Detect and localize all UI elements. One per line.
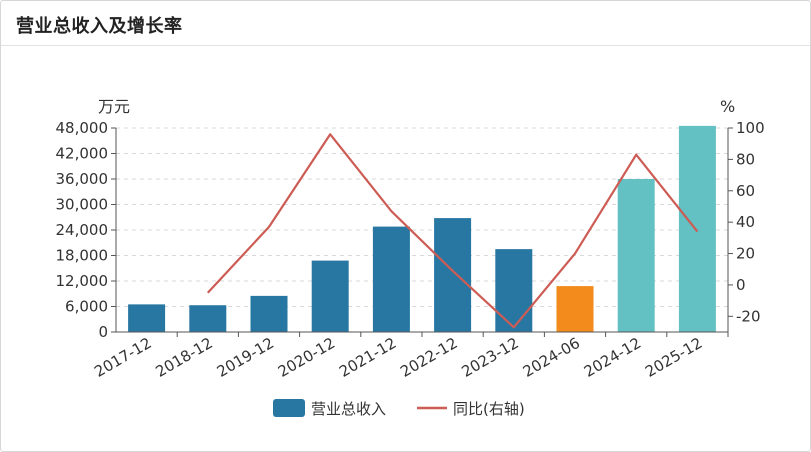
y-left-tick-label: 0 — [98, 323, 108, 341]
y-right-tick-label: 60 — [736, 182, 755, 200]
bar-2020-12 — [311, 260, 349, 332]
panel-title: 营业总收入及增长率 — [16, 16, 183, 37]
x-tick-label: 2018-12 — [153, 334, 216, 381]
y-right-tick-label: 20 — [736, 245, 755, 263]
y-left-tick-label: 24,000 — [56, 221, 109, 239]
x-tick-label: 2019-12 — [214, 334, 277, 381]
y-right-tick-label: -20 — [736, 307, 761, 325]
bar-2025-12 — [678, 125, 716, 332]
y-left-tick-label: 18,000 — [56, 247, 109, 265]
y-left-tick-label: 12,000 — [56, 272, 109, 290]
x-tick-label: 2022-12 — [397, 334, 460, 381]
x-tick-label: 2023-12 — [459, 334, 522, 381]
y-left-tick-label: 48,000 — [56, 119, 109, 137]
y-right-tick-label: 80 — [736, 150, 755, 168]
legend-swatch-revenue — [273, 399, 305, 417]
y-left-tick-label: 6,000 — [65, 298, 108, 316]
y-right-tick-label: 0 — [736, 276, 746, 294]
bar-2024-06 — [556, 286, 594, 332]
bar-2017-12 — [128, 304, 166, 332]
x-tick-label: 2024-12 — [581, 334, 644, 381]
y-left-tick-label: 42,000 — [56, 145, 109, 163]
bar-2023-12 — [495, 249, 533, 332]
bar-2022-12 — [434, 218, 472, 332]
bar-2021-12 — [372, 226, 410, 332]
legend-label-growth: 同比(右轴) — [453, 400, 525, 418]
bar-2024-12 — [617, 179, 655, 332]
bar-2019-12 — [250, 295, 288, 332]
x-tick-label: 2024-06 — [520, 334, 583, 381]
x-tick-label: 2025-12 — [642, 334, 705, 381]
growth-line — [206, 133, 699, 329]
y-right-unit: % — [720, 97, 735, 116]
y-right-tick-label: 100 — [736, 119, 765, 137]
x-tick-label: 2020-12 — [275, 334, 338, 381]
x-tick-label: 2021-12 — [336, 334, 399, 381]
y-left-tick-label: 30,000 — [56, 196, 109, 214]
y-right-tick-label: 40 — [736, 213, 755, 231]
legend-label-revenue: 营业总收入 — [311, 400, 386, 418]
panel-header: 营业总收入及增长率 — [1, 1, 810, 46]
y-left-unit: 万元 — [98, 97, 130, 116]
bar-2018-12 — [189, 305, 227, 332]
y-left-tick-label: 36,000 — [56, 170, 109, 188]
